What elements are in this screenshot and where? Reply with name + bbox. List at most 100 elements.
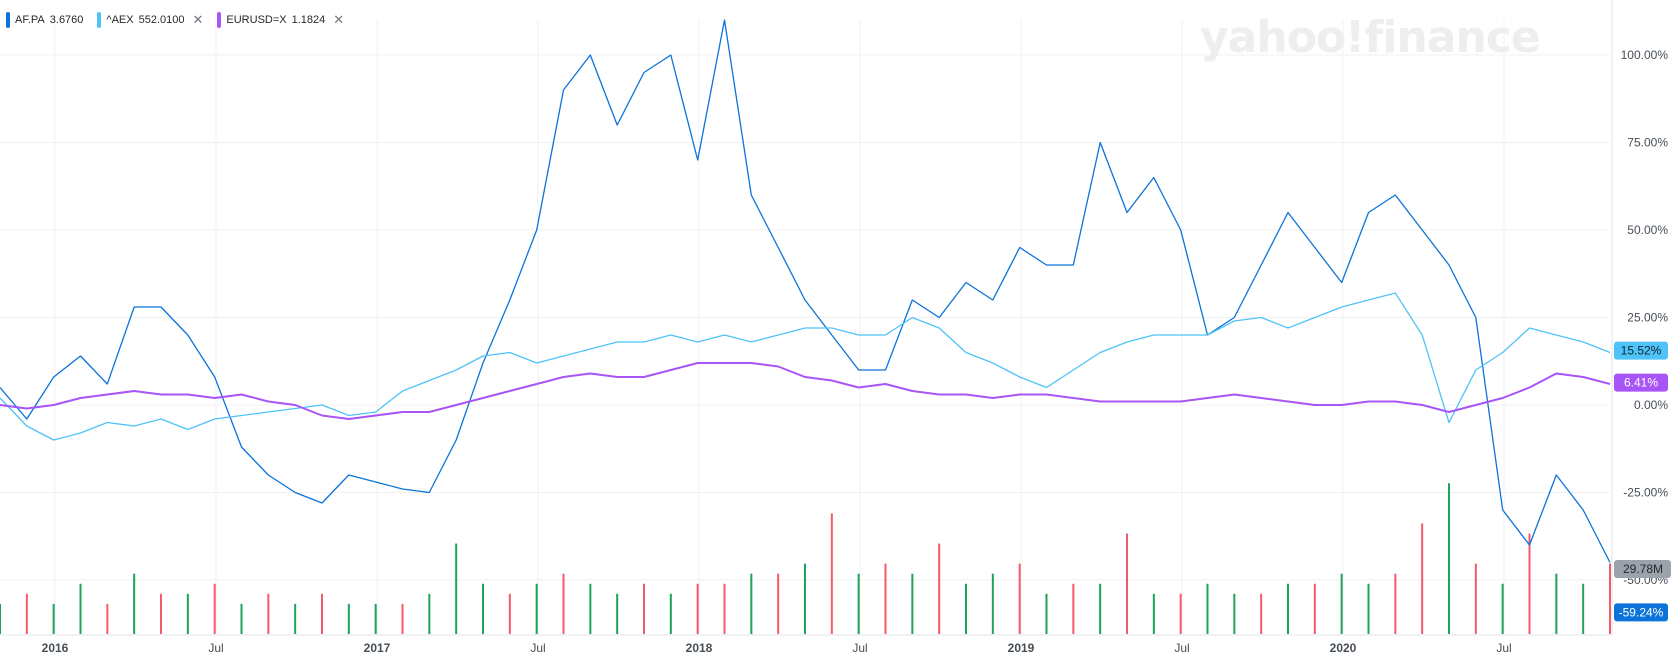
volume-bar [1099, 583, 1102, 634]
volume-bar [1233, 593, 1236, 634]
x-tick-label: 2018 [686, 641, 713, 655]
volume-bar [1609, 563, 1611, 634]
volume-bar [347, 603, 350, 634]
volume-label: 29.78M [1623, 562, 1663, 576]
legend-value: 1.1824 [291, 14, 326, 26]
volume-bar [160, 593, 162, 634]
volume-bar [1313, 583, 1316, 634]
volume-bar [1582, 583, 1585, 634]
legend-swatch [97, 12, 102, 28]
volume-bar [1501, 583, 1504, 634]
volume-bar [589, 583, 592, 634]
legend-value: 3.6760 [49, 14, 84, 26]
series-line-eurusdx[interactable] [0, 362, 1611, 420]
volume-bar [830, 513, 833, 634]
x-tick-label: 2019 [1008, 641, 1035, 655]
y-tick-label: 100.00% [1621, 48, 1669, 62]
volume-bar [1287, 583, 1289, 634]
series-line-aex[interactable] [0, 292, 1611, 441]
y-tick-label: 50.00% [1627, 223, 1668, 237]
volume-bar [562, 573, 565, 634]
series-line-afpa[interactable] [0, 19, 1611, 563]
legend: AF.PA 3.6760 ^AEX 552.0100 ✕ EURUSD=X 1.… [6, 12, 344, 28]
volume-bar [455, 543, 458, 634]
y-tick-label: -25.00% [1623, 486, 1668, 500]
x-tick-label: 2017 [364, 641, 391, 655]
end-label: 15.52% [1621, 344, 1662, 358]
end-label-box [1614, 341, 1668, 360]
volume-bar [1528, 533, 1531, 634]
volume-bar [1367, 583, 1370, 634]
volume-bar [1126, 533, 1128, 634]
volume-bar [25, 593, 28, 634]
volume-bar [1260, 593, 1263, 634]
end-label-box [1614, 603, 1668, 622]
volume-bar [79, 583, 82, 634]
volume-bar [1474, 563, 1477, 634]
volume-bar [508, 593, 511, 634]
volume-bar [213, 583, 216, 634]
legend-swatch [6, 12, 10, 28]
volume-bar [52, 603, 55, 634]
volume-bar [723, 583, 726, 634]
volume-bar [428, 593, 431, 634]
close-icon[interactable]: ✕ [333, 12, 345, 27]
volume-bar [267, 593, 270, 634]
x-tick-label: Jul [1496, 641, 1511, 655]
volume-bar [1179, 593, 1182, 634]
volume-bar [616, 593, 619, 634]
volume-bar [669, 593, 672, 634]
volume-bar [965, 583, 967, 634]
volume-bar [1448, 483, 1450, 634]
volume-label-box [1614, 560, 1671, 578]
legend-item-eurusd[interactable]: EURUSD=X 1.1824 ✕ [217, 12, 344, 28]
end-label: -59.24% [1619, 605, 1664, 619]
volume-bar [240, 603, 243, 634]
volume-bar [186, 593, 189, 634]
legend-swatch [217, 12, 222, 28]
volume-bar [643, 583, 645, 634]
legend-item-aex[interactable]: ^AEX 552.0100 ✕ [97, 12, 203, 28]
yahoo-finance-logo: yahoo!finance [1200, 12, 1541, 63]
volume-bar [401, 603, 404, 634]
volume-bar [884, 563, 887, 634]
end-label-box [1614, 373, 1668, 392]
volume-bar [777, 573, 780, 634]
volume-bar [911, 573, 914, 634]
volume-bar [535, 583, 538, 634]
x-tick-label: Jul [1174, 641, 1189, 655]
volume-bar [1394, 573, 1397, 634]
volume-bar [1072, 583, 1075, 634]
volume-bar [482, 583, 484, 634]
volume-bar [374, 603, 377, 634]
legend-symbol: AF.PA [15, 14, 45, 26]
legend-item-afpa[interactable]: AF.PA 3.6760 [6, 12, 83, 28]
x-tick-label: 2016 [42, 641, 69, 655]
x-tick-label: 2020 [1330, 641, 1357, 655]
volume-bar [133, 573, 136, 634]
volume-bar [1206, 583, 1209, 634]
volume-bar [1018, 563, 1021, 634]
legend-symbol: EURUSD=X [226, 14, 287, 26]
volume-bar [106, 603, 109, 634]
y-tick-label: 75.00% [1627, 136, 1668, 150]
volume-bar [696, 583, 699, 634]
volume-bar [294, 603, 297, 634]
volume-bar [0, 603, 1, 634]
legend-value: 552.0100 [138, 14, 185, 26]
volume-bar [991, 573, 994, 634]
x-tick-label: Jul [208, 641, 223, 655]
volume-bar [750, 573, 753, 634]
volume-bar [804, 563, 806, 634]
y-tick-label: 25.00% [1627, 311, 1668, 325]
volume-bar [1555, 573, 1558, 634]
volume-bar [321, 593, 323, 634]
x-tick-label: Jul [852, 641, 867, 655]
volume-bar [938, 543, 941, 634]
legend-symbol: ^AEX [106, 14, 134, 26]
close-icon[interactable]: ✕ [192, 12, 204, 27]
volume-bar [1045, 593, 1048, 634]
volume-bar [857, 573, 860, 634]
y-tick-label: 0.00% [1634, 398, 1668, 412]
